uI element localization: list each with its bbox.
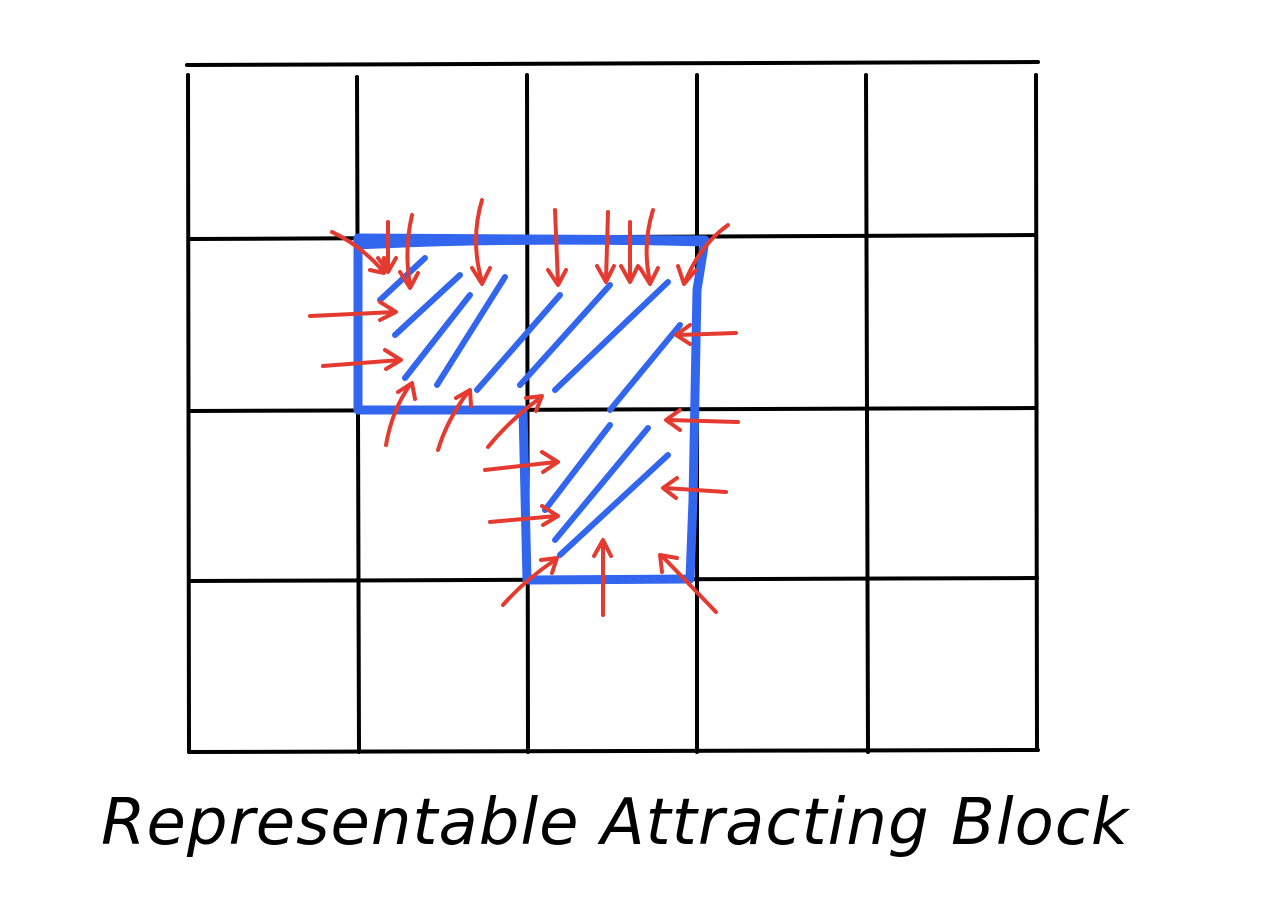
arrow-bottom (592, 538, 613, 617)
hatch-line (542, 422, 613, 513)
arrow-bottom (436, 388, 473, 452)
grid-line-h0 (185, 60, 1040, 67)
arrow-bottom (658, 553, 718, 614)
arrow-top (546, 208, 568, 287)
arrow-left (483, 450, 560, 474)
grid-line-v0 (186, 73, 191, 754)
grid-line-v4 (864, 73, 870, 754)
arrow-left (488, 504, 560, 527)
arrow-top (619, 220, 640, 284)
arrow-left (308, 300, 398, 322)
block-outline (353, 233, 710, 585)
diagram-caption: Representable Attracting Block (100, 786, 1130, 860)
hatch-line (402, 292, 473, 381)
hatch-line (392, 272, 463, 338)
grid-line-h4 (187, 748, 1040, 754)
hatch-line (552, 425, 651, 543)
hatch-line (517, 282, 613, 388)
arrow-bottom (486, 394, 544, 449)
arrow-right (664, 408, 740, 432)
hatch-line (434, 274, 508, 388)
arrow-right (661, 476, 728, 500)
arrow-top (376, 220, 398, 274)
hatch-line (552, 279, 671, 393)
arrow-top (595, 210, 616, 284)
arrow-bottom (384, 381, 417, 447)
arrow-left (321, 348, 403, 371)
arrow-top (638, 208, 660, 286)
block-outline-top-edge (354, 237, 709, 250)
arrow-top (676, 223, 730, 286)
hatch-line (474, 292, 563, 393)
grid-line-v5 (1034, 73, 1039, 752)
hatch-line (607, 322, 683, 413)
arrow-bottom (501, 556, 559, 607)
attraction-arrows (308, 198, 740, 617)
arrow-top (398, 213, 420, 290)
hatch-line (557, 452, 671, 558)
arrow-right (674, 323, 738, 346)
arrow-top (470, 198, 492, 286)
